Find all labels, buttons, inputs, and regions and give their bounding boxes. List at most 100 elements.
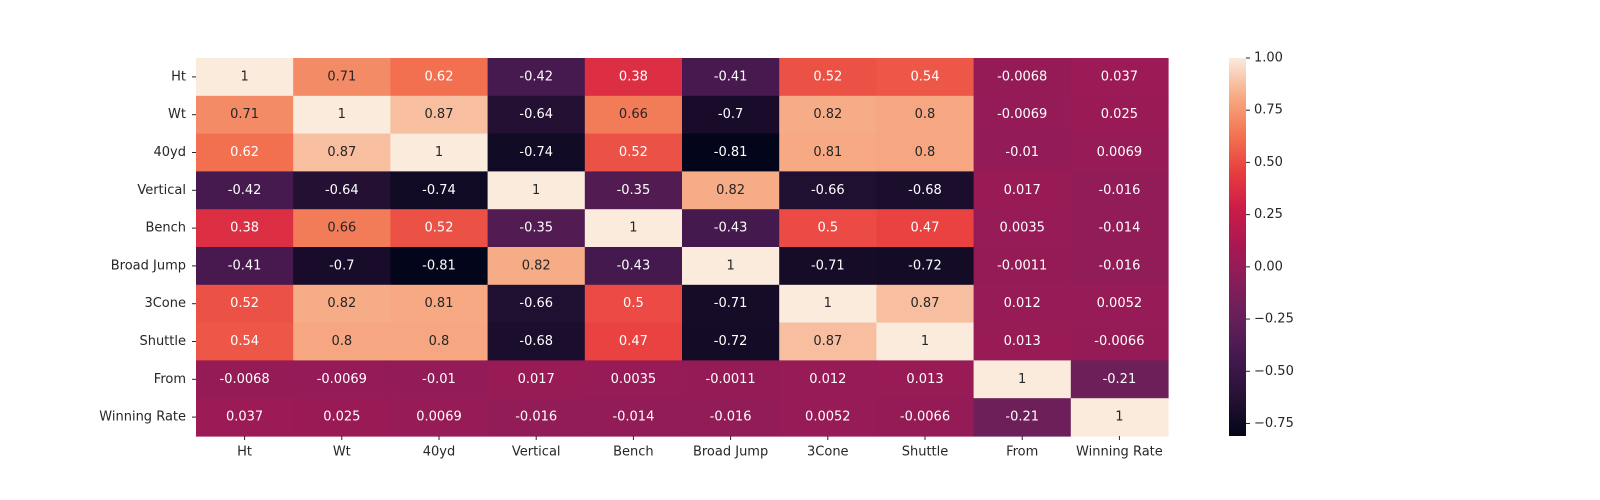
heatmap-cell-r1-c3 (487, 95, 586, 135)
heatmap-cell-r2-c8 (973, 133, 1072, 172)
heatmap-cells (196, 58, 1169, 437)
heatmap-cell-r3-c7 (876, 171, 975, 210)
cell-label-r9-c1: 0.025 (323, 410, 360, 425)
x-tick-label-1: Wt (333, 445, 351, 460)
heatmap-cell-r0-c1 (293, 58, 391, 97)
cell-label-r2-c8: -0.01 (1005, 145, 1039, 160)
heatmap-cell-r7-c1 (293, 322, 391, 361)
heatmap-cell-r9-c3 (487, 398, 586, 437)
x-tick-label-5: Broad Jump (693, 445, 768, 460)
cell-label-r0-c2: 0.62 (425, 69, 454, 84)
heatmap-cell-r9-c0 (196, 398, 294, 437)
heatmap-cell-r4-c0 (196, 209, 294, 248)
heatmap-cell-r8-c4 (584, 360, 683, 399)
heatmap-cell-r7-c7 (876, 322, 975, 361)
cell-label-r3-c6: -0.66 (811, 183, 845, 198)
cell-label-r2-c5: -0.81 (714, 145, 748, 160)
heatmap-cell-r4-c5 (682, 209, 780, 248)
heatmap-cell-r9-c2 (390, 398, 489, 437)
heatmap-cell-r6-c9 (1070, 284, 1169, 324)
heatmap-cell-r2-c9 (1070, 133, 1169, 172)
heatmap-cell-r8-c3 (487, 360, 586, 399)
x-tick-label-3: Vertical (512, 445, 561, 460)
heatmap-cell-r9-c9 (1070, 398, 1169, 437)
heatmap-cell-r8-c7 (876, 360, 975, 399)
heatmap-cell-r3-c0 (196, 171, 294, 210)
cell-label-r3-c9: -0.016 (1098, 183, 1140, 198)
cell-label-r4-c9: -0.014 (1098, 221, 1140, 236)
x-axis-tick-labels: Ht Wt 40yd Vertical Bench Broad Jump 3Cone Shut… (237, 436, 1163, 460)
cell-label-r4-c3: -0.35 (519, 221, 553, 236)
cell-label-r5-c0: -0.41 (228, 258, 262, 273)
cell-label-r0-c3: -0.42 (519, 69, 553, 84)
colorbar: −0.75 −0.50 −0.25 0.00 0.25 0.50 0.75 1.00 (1229, 51, 1294, 436)
heatmap-cell-r8-c8 (973, 360, 1072, 399)
heatmap-cell-r4-c1 (293, 209, 391, 248)
cell-label-r5-c7: -0.72 (908, 258, 942, 273)
y-tick-label-3: Vertical (137, 183, 186, 198)
heatmap-cell-r6-c7 (876, 284, 975, 324)
heatmap-cell-r8-c6 (779, 360, 877, 399)
cell-label-r3-c1: -0.64 (325, 183, 359, 198)
heatmap-cell-r4-c6 (779, 209, 877, 248)
heatmap-cell-r2-c1 (293, 133, 391, 172)
heatmap-cell-r3-c5 (682, 171, 780, 210)
cell-label-r7-c9: -0.0066 (1094, 334, 1144, 349)
cell-label-r3-c2: -0.74 (422, 183, 456, 198)
heatmap-cell-r8-c9 (1070, 360, 1169, 399)
heatmap-cell-r4-c8 (973, 209, 1072, 248)
cell-label-r7-c6: 0.87 (813, 334, 842, 349)
x-tick-label-8: From (1006, 445, 1038, 460)
cell-label-r0-c0: 1 (240, 69, 248, 84)
heatmap-cell-r3-c9 (1070, 171, 1169, 210)
heatmap-cell-r8-c1 (293, 360, 391, 399)
heatmap-cell-r0-c7 (876, 58, 975, 97)
cell-label-r7-c3: -0.68 (519, 334, 553, 349)
cell-label-r0-c6: 0.52 (813, 69, 842, 84)
cell-label-r5-c6: -0.71 (811, 258, 845, 273)
heatmap-cell-r4-c3 (487, 209, 586, 248)
heatmap-cell-r7-c5 (682, 322, 780, 361)
y-tick-label-4: Bench (145, 221, 186, 236)
heatmap-cell-r4-c7 (876, 209, 975, 248)
heatmap-cell-r3-c6 (779, 171, 877, 210)
heatmap-cell-r7-c6 (779, 322, 877, 361)
heatmap-cell-r6-c2 (390, 284, 489, 324)
heatmap-cell-r0-c6 (779, 58, 877, 97)
cell-label-r6-c0: 0.52 (230, 296, 259, 311)
cell-label-r3-c0: -0.42 (228, 183, 262, 198)
cell-label-r1-c5: -0.7 (718, 107, 743, 122)
heatmap-cell-r4-c9 (1070, 209, 1169, 248)
y-tick-label-6: 3Cone (144, 296, 186, 311)
heatmap-cell-r0-c5 (682, 58, 780, 97)
heatmap-cell-r2-c2 (390, 133, 489, 172)
cell-label-r1-c1: 1 (338, 107, 346, 122)
heatmap-cell-r9-c7 (876, 398, 975, 437)
heatmap-cell-r0-c2 (390, 58, 489, 97)
colorbar-tick-label-6: 0.75 (1254, 103, 1283, 118)
cell-label-r1-c2: 0.87 (425, 107, 454, 122)
heatmap-cell-r5-c6 (779, 247, 877, 286)
heatmap-cell-r9-c8 (973, 398, 1072, 437)
cell-label-r1-c7: 0.8 (915, 107, 936, 122)
heatmap-cell-r8-c5 (682, 360, 780, 399)
x-tick-label-9: Winning Rate (1076, 445, 1163, 460)
cell-label-r6-c3: -0.66 (519, 296, 553, 311)
cell-label-r9-c3: -0.016 (515, 410, 557, 425)
cell-label-r8-c6: 0.012 (809, 372, 846, 387)
cell-label-r8-c8: 1 (1018, 372, 1026, 387)
cell-label-r7-c2: 0.8 (429, 334, 450, 349)
colorbar-tick-label-1: −0.50 (1254, 364, 1294, 379)
colorbar-tick-label-7: 1.00 (1254, 51, 1283, 66)
cell-label-r8-c4: 0.0035 (611, 372, 657, 387)
heatmap-cell-r5-c1 (293, 247, 391, 286)
y-tick-label-1: Wt (168, 107, 186, 122)
x-tick-label-2: 40yd (423, 445, 456, 460)
cell-label-r8-c1: -0.0069 (317, 372, 367, 387)
heatmap-cell-r3-c8 (973, 171, 1072, 210)
cell-label-r7-c5: -0.72 (714, 334, 748, 349)
heatmap-cell-r9-c4 (584, 398, 683, 437)
cell-label-r2-c9: 0.0069 (1097, 145, 1143, 160)
heatmap-cell-r2-c5 (682, 133, 780, 172)
